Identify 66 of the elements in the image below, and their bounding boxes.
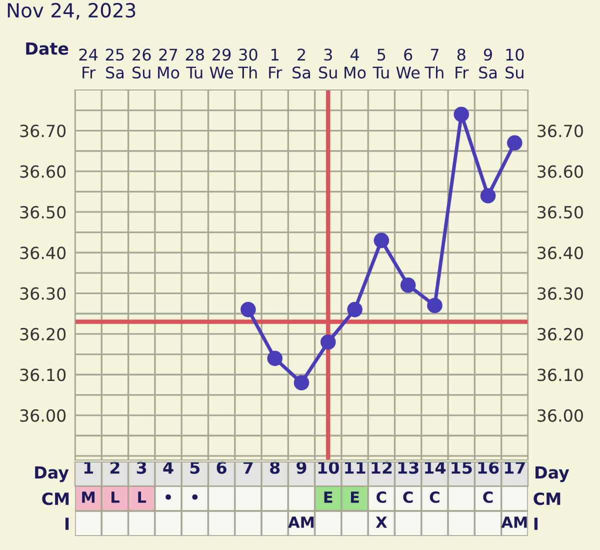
y-tick-label: 36.30 <box>20 287 66 300</box>
text: C <box>403 491 413 503</box>
text: C <box>483 491 493 503</box>
x-tick-label: 24 Fr <box>79 48 98 78</box>
x-tick-label: 29 We <box>210 48 234 79</box>
x-tick-label: 27 Mo <box>158 48 180 79</box>
point <box>427 298 442 314</box>
y-tick-label: 36.40 <box>20 246 66 260</box>
y2-tick-label: 36.20 <box>538 328 583 341</box>
y-tick-label: 36.50 <box>20 206 66 219</box>
category-label: I <box>65 518 69 530</box>
point <box>374 232 390 248</box>
x-tick-label: 9 Sa <box>479 48 497 79</box>
text: C <box>376 491 386 503</box>
x-tick-label: 10 Su <box>506 48 524 79</box>
text: X <box>376 516 388 528</box>
text: L <box>112 492 120 503</box>
x-axis-title: Date <box>26 42 68 55</box>
y2-tick-label: 36.00 <box>538 409 583 422</box>
y2-tick-label: 36.70 <box>538 124 583 138</box>
text: • <box>166 494 171 500</box>
x-tick-label: 1 Fr <box>269 48 282 78</box>
text: M <box>82 492 95 503</box>
y-tick-label: 36.00 <box>20 409 66 422</box>
x-tick-label: 6 We <box>396 48 420 79</box>
x-tick-label: 3 Su <box>319 48 337 79</box>
y2-tick-label: 36.60 <box>538 165 583 178</box>
point <box>507 135 522 150</box>
point <box>267 350 282 366</box>
y-tick-label: 36.20 <box>20 328 66 341</box>
x2-axis-title: Day <box>35 466 69 482</box>
category-label: I <box>534 518 538 530</box>
x-tick-label: 26 Su <box>132 48 151 79</box>
y2-tick-label: 36.10 <box>538 368 583 382</box>
text: • <box>192 494 198 500</box>
x-tick-label: 4 Mo <box>344 48 366 79</box>
x-tick-label: 2 Sa <box>292 48 310 79</box>
y-tick-label: 36.10 <box>20 368 66 382</box>
chart-title: Nov 24, 2023 <box>8 2 136 20</box>
x-tick-label: 30 Th <box>238 48 258 78</box>
x-tick-label: 25 Sa <box>106 48 124 79</box>
text: Day <box>536 466 570 482</box>
x-tick-label: 7 Th <box>424 48 444 78</box>
text: C <box>430 491 440 503</box>
point <box>320 334 336 350</box>
x-tick-label: 8 Fr <box>456 48 469 78</box>
category-label: CM <box>534 492 560 506</box>
point <box>240 302 256 318</box>
y-tick-label: 36.70 <box>20 124 66 138</box>
x-tick-label: 5 Tu <box>372 48 389 79</box>
text: L <box>138 492 146 503</box>
y2-tick-label: 36.50 <box>538 206 583 219</box>
point <box>294 375 310 390</box>
point <box>347 302 362 318</box>
text: E <box>324 492 332 503</box>
y-tick-label: 36.60 <box>20 165 66 178</box>
y2-tick-label: 36.40 <box>538 246 583 260</box>
point <box>454 106 470 122</box>
text: AM <box>501 516 527 528</box>
point <box>400 278 416 293</box>
x-tick-label: 28 Tu <box>186 48 204 79</box>
category-label: CM <box>42 492 69 506</box>
text: AM <box>288 516 314 528</box>
y2-tick-label: 36.30 <box>538 287 583 300</box>
point <box>480 188 496 204</box>
text: E <box>350 492 359 503</box>
